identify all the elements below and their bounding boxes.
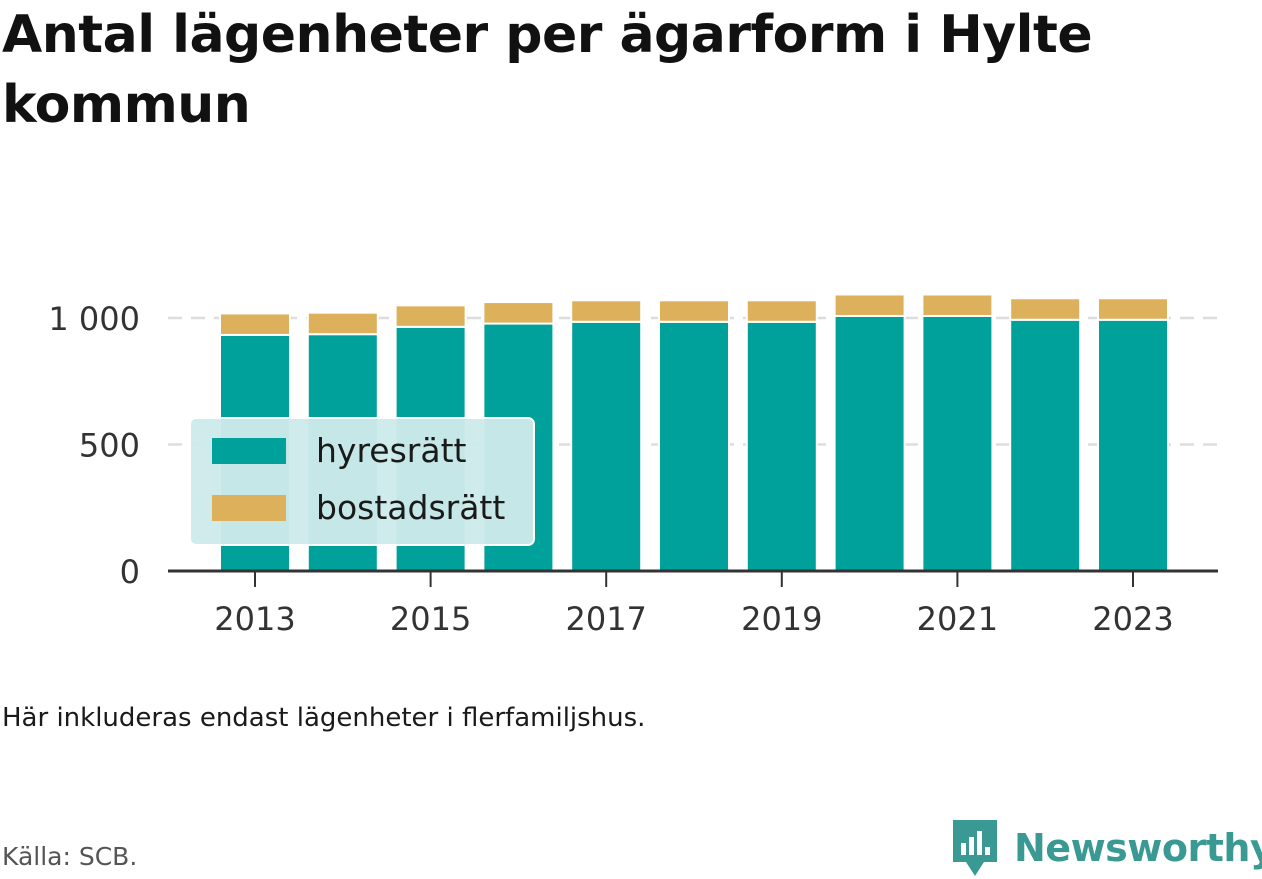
x-tick-label: 2015 — [390, 600, 471, 638]
legend-label: hyresrätt — [316, 431, 467, 470]
legend-swatch — [212, 438, 286, 464]
x-tick-label: 2019 — [741, 600, 822, 638]
bar-bostadsratt — [570, 299, 643, 323]
bar-hyresratt — [921, 314, 994, 573]
bar-bostadsratt — [394, 304, 467, 328]
bar-bostadsratt — [219, 312, 291, 336]
y-axis-tick-labels: 0 500 1 000 — [48, 300, 140, 591]
bar-hyresratt — [1097, 318, 1169, 572]
newsworthy-logo-text: Newsworthy — [1014, 826, 1262, 870]
stacked-bar-chart: 0 500 1 000 2013 2015 2017 2019 2021 2023 hyres… — [48, 293, 1218, 638]
legend: hyresrätt bostadsrätt — [189, 417, 535, 546]
bar-bostadsratt — [1097, 297, 1169, 321]
bar-hyresratt — [570, 320, 643, 573]
legend-label: bostadsrätt — [316, 488, 505, 527]
x-tick-label: 2013 — [214, 600, 295, 638]
bar-bostadsratt — [482, 301, 555, 325]
newsworthy-logo-icon — [953, 820, 997, 876]
legend-swatch — [212, 495, 286, 521]
bar-bostadsratt — [745, 299, 818, 323]
bar-bostadsratt — [833, 293, 906, 317]
x-tick-label: 2017 — [565, 600, 646, 638]
newsworthy-logo[interactable]: Newsworthy — [950, 818, 1262, 878]
bar-bostadsratt — [921, 293, 994, 317]
source-credit: Källa: SCB. — [2, 842, 138, 871]
footnote: Här inkluderas endast lägenheter i flerf… — [2, 703, 646, 733]
y-tick-label: 0 — [120, 553, 140, 591]
bar-hyresratt — [745, 320, 818, 573]
x-tick-label: 2023 — [1092, 600, 1173, 638]
y-tick-label: 1 000 — [48, 300, 140, 338]
bar-hyresratt — [833, 314, 906, 573]
chart-title: Antal lägenheter per ägarform i Hylte ko… — [2, 5, 1093, 135]
bar-bostadsratt — [1009, 297, 1082, 321]
bar-hyresratt — [1009, 318, 1082, 572]
y-tick-label: 500 — [79, 427, 140, 465]
bar-hyresratt — [658, 320, 730, 573]
bar-bostadsratt — [306, 311, 379, 336]
x-axis-ticks: 2013 2015 2017 2019 2021 2023 — [214, 571, 1174, 638]
x-tick-label: 2021 — [917, 600, 998, 638]
bar-bostadsratt — [658, 299, 730, 323]
